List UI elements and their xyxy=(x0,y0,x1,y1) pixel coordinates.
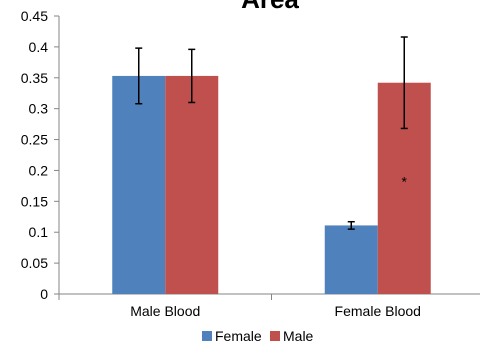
bar-male-male-blood xyxy=(165,75,219,295)
error-bar xyxy=(188,48,196,104)
y-tick-label: 0.1 xyxy=(29,224,49,240)
y-tick-label: 0 xyxy=(40,286,48,302)
category-label: Female Blood xyxy=(335,303,421,319)
y-tick-label: 0.25 xyxy=(21,132,48,148)
category-labels: Male Blood Female Blood xyxy=(130,303,421,319)
chart-title: Area xyxy=(241,0,299,14)
y-tick-label: 0.15 xyxy=(21,193,48,209)
y-tick-label: 0.45 xyxy=(21,8,48,24)
bar-female-male-blood xyxy=(112,75,166,295)
error-bars-group xyxy=(135,36,408,230)
legend-label-male: Male xyxy=(283,328,314,344)
annotations: * xyxy=(402,174,408,190)
y-tick-label: 0.05 xyxy=(21,255,48,271)
significance-marker: * xyxy=(402,174,408,190)
category-label: Male Blood xyxy=(130,303,200,319)
y-tick-label: 0.35 xyxy=(21,70,48,86)
bars-group xyxy=(112,75,431,295)
y-tick-label: 0.2 xyxy=(29,162,49,178)
error-bar xyxy=(347,220,355,230)
legend-swatch-female xyxy=(202,331,212,341)
legend-swatch-male xyxy=(270,331,280,341)
legend: Female Male xyxy=(202,328,314,344)
y-axis-ticks: 0 0.05 0.1 0.15 0.2 0.25 0.3 0.35 0.4 0.45 xyxy=(21,8,272,302)
legend-label-female: Female xyxy=(215,328,262,344)
error-bar xyxy=(400,36,408,130)
y-tick-label: 0.3 xyxy=(29,101,49,117)
error-bar xyxy=(135,47,143,105)
y-tick-label: 0.4 xyxy=(29,39,49,55)
bar-female-female-blood xyxy=(324,225,378,294)
